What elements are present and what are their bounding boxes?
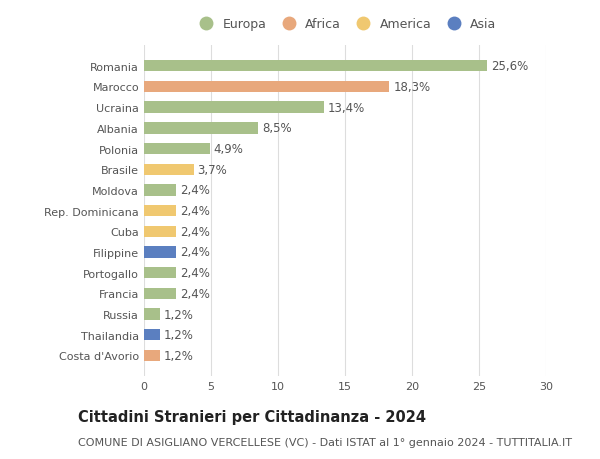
- Bar: [144, 350, 160, 361]
- Text: 2,4%: 2,4%: [180, 246, 210, 259]
- Text: 1,2%: 1,2%: [164, 349, 194, 362]
- Text: 8,5%: 8,5%: [262, 122, 292, 135]
- Bar: [144, 206, 176, 217]
- Text: 3,7%: 3,7%: [197, 163, 227, 176]
- Text: 2,4%: 2,4%: [180, 225, 210, 238]
- Text: 2,4%: 2,4%: [180, 205, 210, 218]
- Bar: [144, 330, 160, 341]
- Bar: [144, 226, 176, 237]
- Bar: [144, 82, 389, 93]
- Text: 2,4%: 2,4%: [180, 267, 210, 280]
- Text: 13,4%: 13,4%: [328, 101, 365, 114]
- Bar: [144, 102, 323, 113]
- Bar: [144, 164, 194, 175]
- Text: COMUNE DI ASIGLIANO VERCELLESE (VC) - Dati ISTAT al 1° gennaio 2024 - TUTTITALIA: COMUNE DI ASIGLIANO VERCELLESE (VC) - Da…: [78, 437, 572, 448]
- Bar: [144, 61, 487, 72]
- Text: 1,2%: 1,2%: [164, 329, 194, 341]
- Text: 18,3%: 18,3%: [393, 81, 430, 94]
- Legend: Europa, Africa, America, Asia: Europa, Africa, America, Asia: [191, 16, 499, 34]
- Bar: [144, 185, 176, 196]
- Bar: [144, 123, 258, 134]
- Bar: [144, 268, 176, 279]
- Text: 25,6%: 25,6%: [491, 60, 529, 73]
- Text: 1,2%: 1,2%: [164, 308, 194, 321]
- Bar: [144, 144, 209, 155]
- Text: 2,4%: 2,4%: [180, 287, 210, 300]
- Bar: [144, 309, 160, 320]
- Bar: [144, 288, 176, 299]
- Bar: [144, 247, 176, 258]
- Text: 4,9%: 4,9%: [214, 143, 244, 156]
- Text: Cittadini Stranieri per Cittadinanza - 2024: Cittadini Stranieri per Cittadinanza - 2…: [78, 409, 426, 425]
- Text: 2,4%: 2,4%: [180, 184, 210, 197]
